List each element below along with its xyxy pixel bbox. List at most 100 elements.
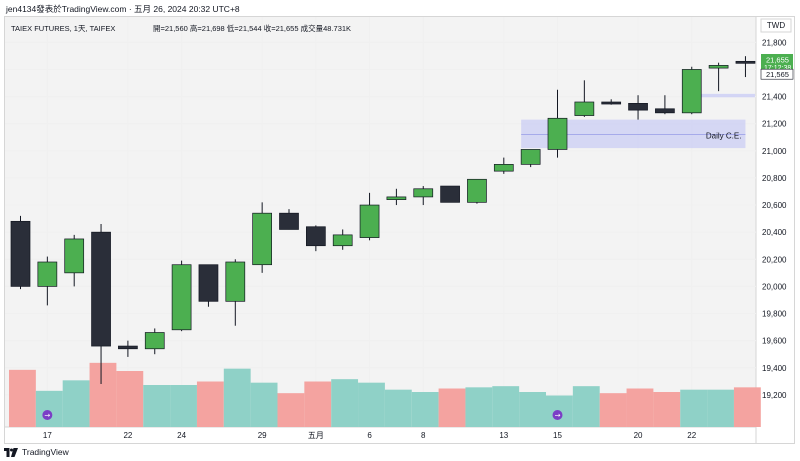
ohlc-line: 開=21,560 高=21,698 低=21,544 收=21,655 成交量4… (153, 23, 351, 33)
last-price-value: 21,655 (766, 56, 789, 65)
candle-body (64, 238, 85, 274)
candle-body (413, 188, 434, 198)
x-tick-label: 五月 (308, 431, 324, 440)
volume-bar (89, 362, 117, 427)
candle-body (386, 196, 407, 200)
candle-body (10, 220, 31, 287)
countdown-label: 17:12:38 (764, 65, 791, 72)
y-tick-label: 21,800 (762, 38, 787, 47)
candle-body (655, 108, 675, 114)
last-price-tag (761, 54, 793, 72)
candle-body (574, 101, 595, 116)
candle-body (681, 69, 702, 114)
candle-body (144, 332, 165, 350)
y-tick-label: 20,600 (762, 201, 787, 210)
x-tick-label: 24 (177, 431, 186, 440)
y-tick-label: 21,400 (762, 93, 787, 102)
x-tick-label: 13 (499, 431, 508, 440)
candle-body (118, 345, 138, 350)
y-tick-label: 19,600 (762, 337, 787, 346)
event-marker-icon (552, 410, 563, 420)
publish-info: jen4134發表於TradingView.com · 五月 26, 2024 … (6, 4, 240, 14)
volume-bar (626, 388, 654, 427)
candle-body (520, 149, 541, 165)
y-tick-label: 19,200 (762, 391, 787, 400)
volume-bar (572, 386, 600, 427)
candle-body (601, 101, 622, 105)
volume-bar (519, 392, 546, 427)
currency-label: TWD (767, 21, 785, 30)
y-tick-label: 20,800 (762, 174, 787, 183)
volume-bar (733, 387, 761, 427)
tradingview-brand: TradingView (22, 447, 69, 457)
volume-bar (277, 393, 305, 427)
volume-bar (411, 392, 439, 427)
candle-body (91, 231, 111, 347)
x-tick-label: 8 (421, 431, 426, 440)
volume-bar (116, 371, 144, 427)
volume-bar (9, 369, 36, 427)
x-tick-label: 17 (43, 431, 52, 440)
reference-price-value: 21,565 (766, 70, 789, 79)
y-tick-label: 21,200 (762, 120, 787, 129)
symbol-line: TAIEX FUTURES, 1天, TAIFEX (11, 24, 115, 33)
candle-body (306, 226, 326, 247)
volume-bar (331, 379, 359, 427)
price-axis (756, 17, 794, 443)
publish-header: jen4134發表於TradingView.com · 五月 26, 2024 … (0, 0, 800, 16)
footer: TradingView (4, 445, 69, 459)
event-marker-glyph: → (555, 412, 561, 420)
x-tick-label: 22 (687, 431, 696, 440)
volume-bar (438, 388, 466, 427)
candle-body (37, 261, 58, 287)
volume-bar (707, 389, 734, 427)
y-tick-label: 19,800 (762, 310, 787, 319)
y-tick-label: 19,400 (762, 364, 787, 373)
volume-bar (223, 368, 251, 427)
event-marker-icon (42, 410, 53, 420)
candle-body (359, 204, 380, 238)
candle-body (440, 185, 460, 203)
currency-box (760, 18, 792, 33)
y-tick-label: 20,200 (762, 255, 787, 264)
volume-bar (465, 387, 493, 427)
chart-panel[interactable]: 19,200 19,400 19,600 19,800 20,000 20,200 20,4… (4, 16, 795, 444)
x-tick-label: 6 (367, 431, 372, 440)
volume-bar (304, 381, 332, 427)
volume-bar (143, 385, 171, 427)
candle-body (628, 103, 648, 111)
volume-bar (62, 380, 90, 427)
volume-bar (35, 390, 63, 427)
x-tick-label: 29 (258, 431, 267, 440)
plot-area (5, 17, 756, 427)
volume-bar (170, 385, 197, 427)
candle-body (171, 264, 192, 331)
candle-body (225, 261, 246, 302)
y-tick-label: 21,000 (762, 147, 787, 156)
volume-bar (384, 389, 412, 427)
candle-body (708, 65, 729, 69)
event-marker-glyph: → (44, 412, 50, 420)
tradingview-logo-icon (4, 447, 18, 457)
y-tick-label: 20,000 (762, 282, 787, 291)
reference-price-tag (760, 68, 794, 80)
candle-body (332, 234, 353, 247)
x-tick-label: 22 (123, 431, 132, 440)
volume-bar (358, 382, 385, 427)
candle-body (493, 164, 514, 172)
candlestick-chart[interactable]: 19,200 19,400 19,600 19,800 20,000 20,200 20,4… (5, 17, 794, 443)
upper-band (682, 93, 755, 98)
x-tick-label: 20 (634, 431, 643, 440)
y-tick-label: 20,400 (762, 228, 787, 237)
x-tick-label: 15 (553, 431, 562, 440)
candle-body (279, 212, 299, 230)
candle-body (735, 60, 756, 64)
volume-bar (250, 382, 278, 427)
candle-body (252, 212, 272, 266)
candle-body (547, 117, 568, 150)
volume-bar (196, 381, 224, 427)
volume-bar (492, 386, 520, 427)
candle-body (467, 178, 487, 203)
volume-bar (599, 393, 627, 427)
volume-bar (680, 389, 708, 427)
